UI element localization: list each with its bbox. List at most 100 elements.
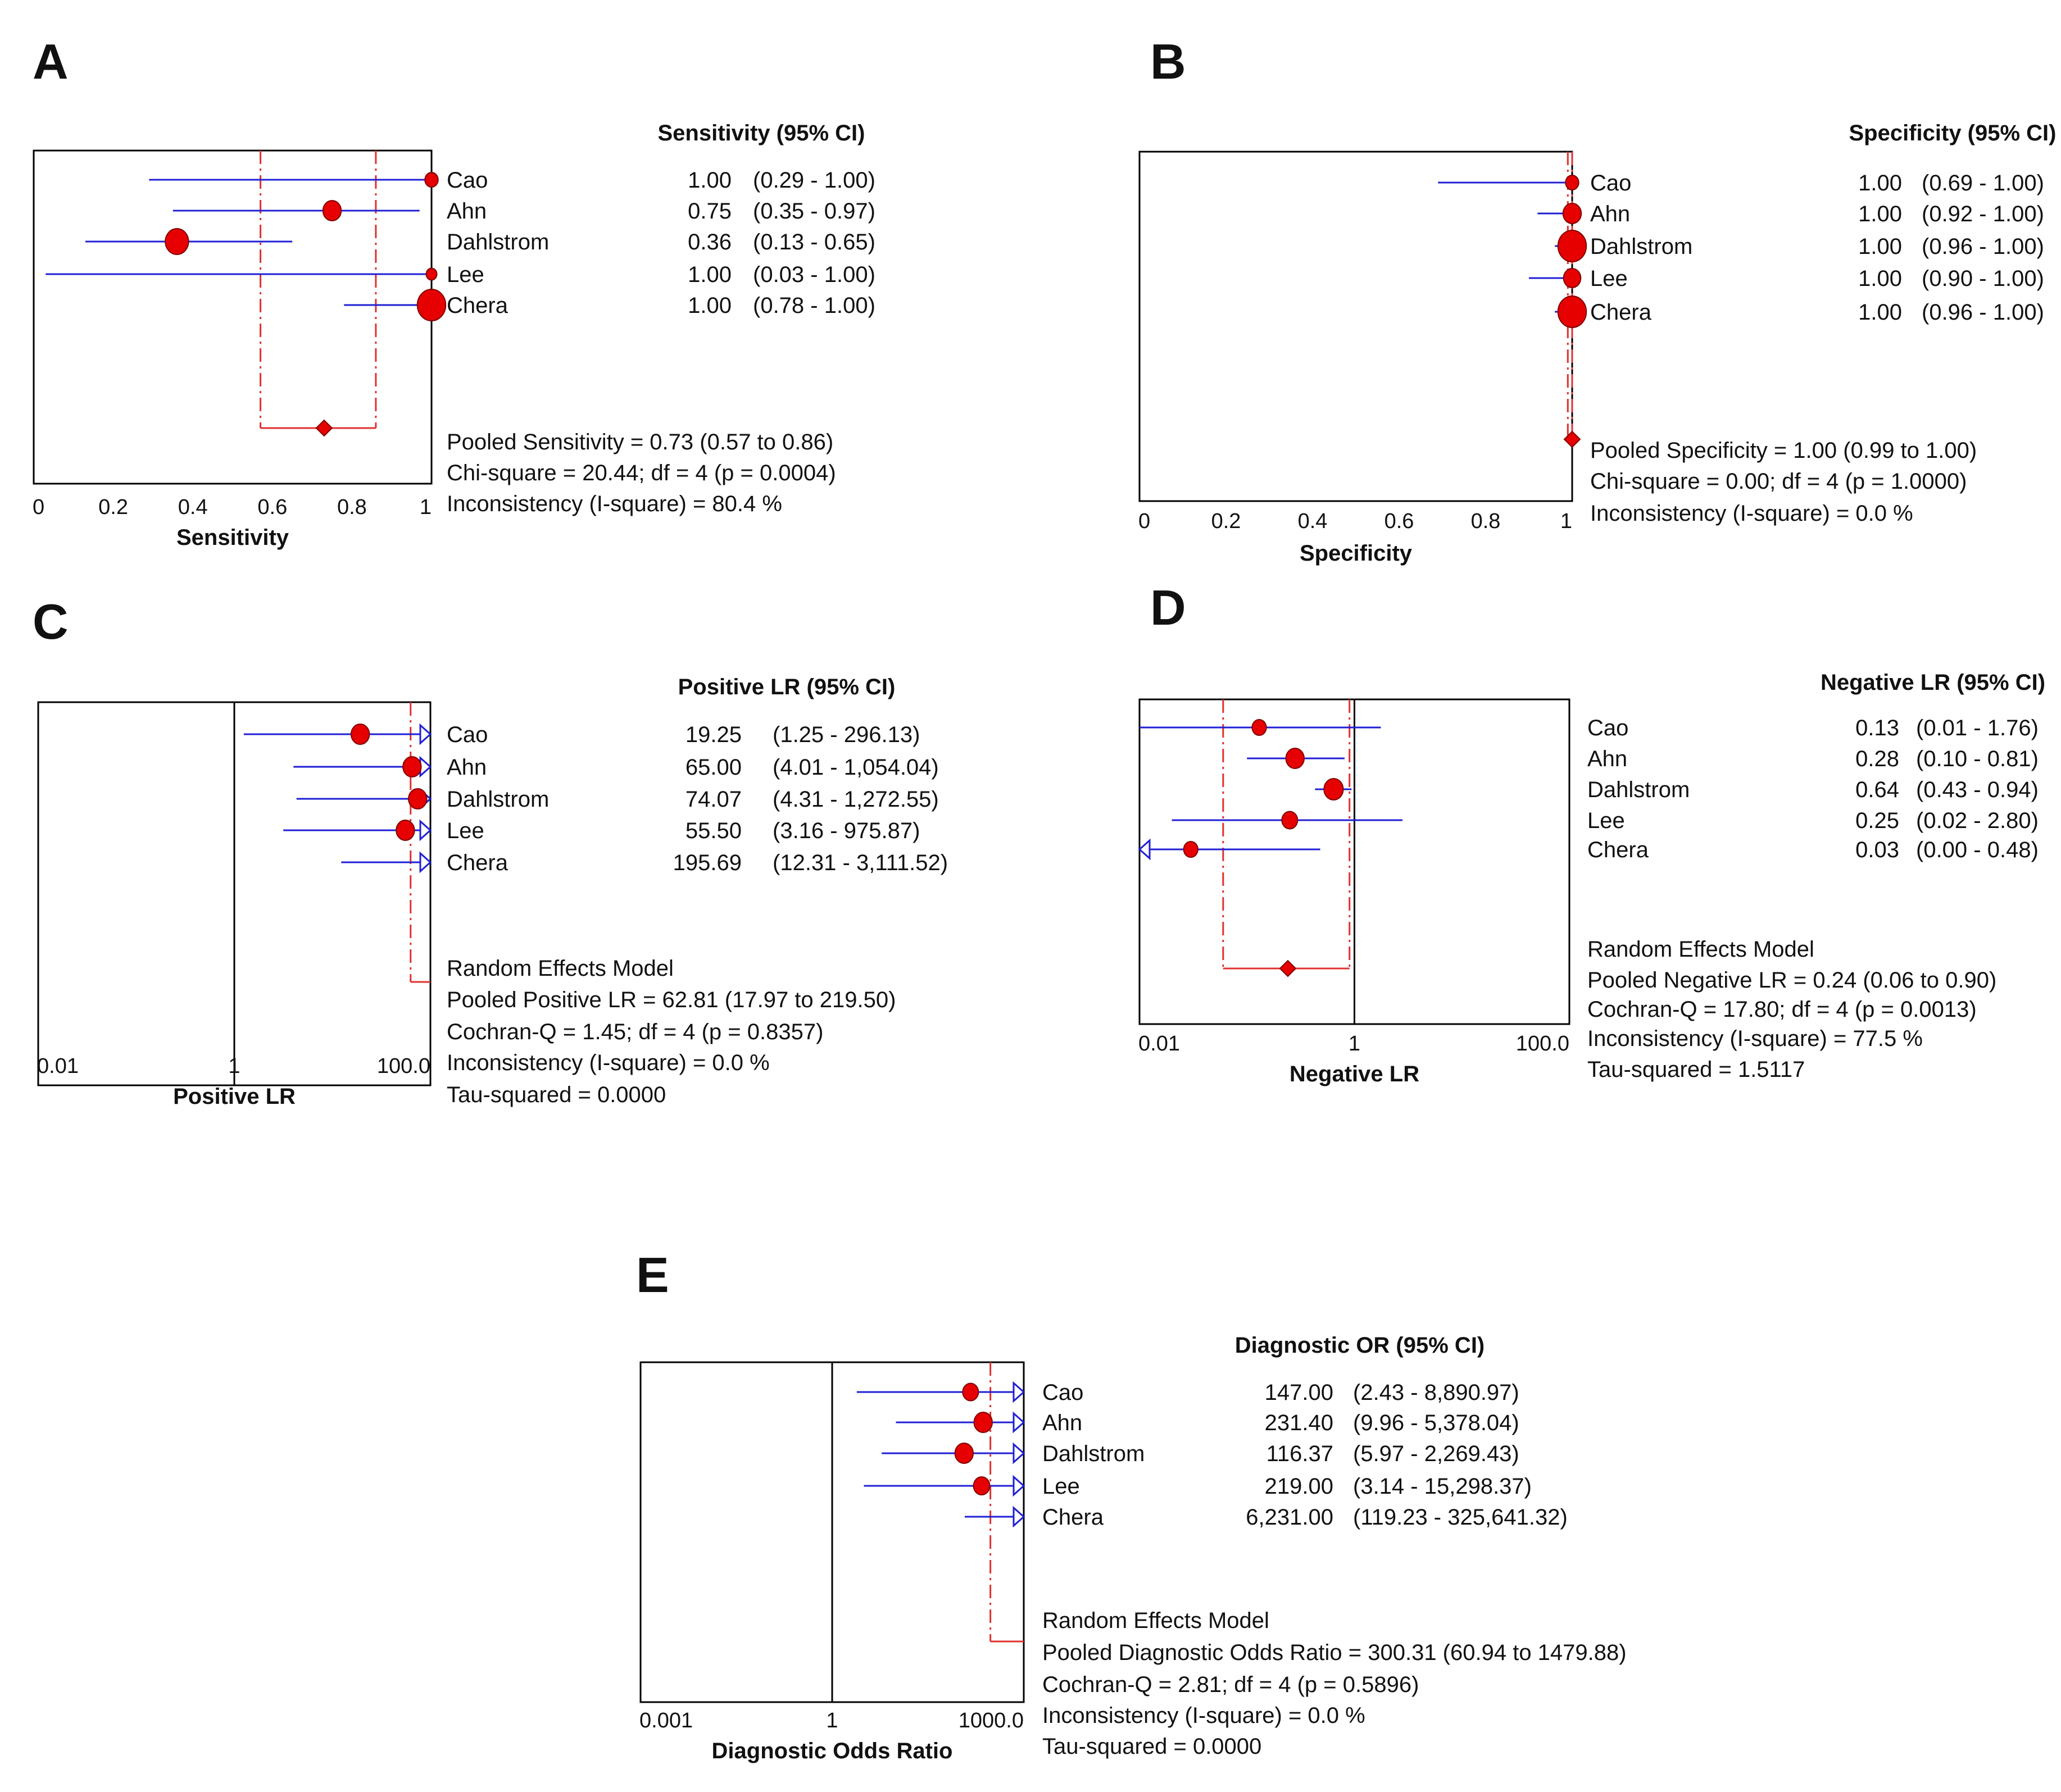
study-estimate-value: 74.07 xyxy=(686,787,742,812)
summary-statistic: Inconsistency (I-square) = 0.0 % xyxy=(447,1050,770,1075)
study-name: Dahlstrom xyxy=(1042,1441,1145,1466)
study-estimate-point xyxy=(402,756,422,777)
ci-truncation-arrow xyxy=(419,851,432,874)
pooled-estimate-diamond xyxy=(1279,959,1297,977)
study-ci-value: (0.78 - 1.00) xyxy=(753,293,875,318)
study-estimate-value: 6,231.00 xyxy=(1246,1505,1333,1530)
study-ci-value: (119.23 - 325,641.32) xyxy=(1353,1505,1568,1530)
study-estimate-value: 55.50 xyxy=(686,818,742,843)
study-name: Lee xyxy=(447,262,484,287)
study-estimate-point xyxy=(408,788,428,809)
study-estimate-point xyxy=(1251,719,1267,736)
x-tick-label: 0.8 xyxy=(1471,510,1501,533)
study-name: Dahlstrom xyxy=(1587,777,1690,802)
study-name: Chera xyxy=(1587,838,1649,862)
ci-truncation-arrow xyxy=(1013,1442,1025,1464)
study-estimate-point xyxy=(1557,230,1587,262)
study-ci-value: (3.14 - 15,298.37) xyxy=(1353,1474,1532,1499)
ci-column-header: Specificity (95% CI) xyxy=(1849,121,2056,145)
x-tick-label: 1 xyxy=(826,1709,838,1732)
study-estimate-value: 1.00 xyxy=(1858,266,1902,291)
ci-truncation-arrow xyxy=(1013,1475,1025,1497)
study-ci-value: (0.29 - 1.00) xyxy=(753,168,875,193)
study-name: Cao xyxy=(1587,716,1628,740)
study-ci-value: (5.97 - 2,269.43) xyxy=(1353,1441,1519,1466)
study-name: Lee xyxy=(1042,1474,1080,1499)
study-name: Lee xyxy=(447,818,484,843)
study-name: Chera xyxy=(1590,300,1652,325)
study-estimate-value: 1.00 xyxy=(688,293,732,318)
study-estimate-value: 0.36 xyxy=(688,230,732,254)
x-tick-label: 0 xyxy=(1138,510,1150,533)
study-estimate-value: 0.75 xyxy=(688,199,732,224)
study-ci-value: (0.13 - 0.65) xyxy=(753,230,875,254)
ci-column-header: Positive LR (95% CI) xyxy=(678,675,896,699)
panel-e: E Diagnostic OR (95% CI) Cao 147.00 (2.43 - … xyxy=(636,1247,1627,1763)
study-estimate-value: 0.64 xyxy=(1855,777,1899,802)
summary-statistic: Tau-squared = 0.0000 xyxy=(447,1083,666,1107)
study-ci-value: (0.01 - 1.76) xyxy=(1916,716,2039,740)
study-name: Dahlstrom xyxy=(447,230,549,254)
panel-letter: A xyxy=(33,34,69,89)
study-estimate-value: 65.00 xyxy=(686,755,742,780)
study-estimate-point xyxy=(1565,175,1579,190)
study-estimate-point xyxy=(962,1382,979,1402)
ci-truncation-arrow xyxy=(1013,1411,1025,1434)
study-ci-value: (0.90 - 1.00) xyxy=(1922,266,2044,291)
plot-frame xyxy=(33,149,433,485)
x-axis-label: Positive LR xyxy=(173,1084,296,1109)
panel-letter: E xyxy=(636,1247,669,1303)
summary-statistic: Inconsistency (I-square) = 77.5 % xyxy=(1587,1026,1923,1051)
study-name: Chera xyxy=(447,850,509,875)
x-tick-label: 1 xyxy=(1560,510,1572,533)
ci-column-header: Sensitivity (95% CI) xyxy=(657,121,865,145)
study-estimate-point xyxy=(973,1412,993,1433)
x-tick-label: 100.0 xyxy=(377,1054,430,1078)
x-tick-label: 0.8 xyxy=(337,495,367,519)
study-estimate-point xyxy=(425,267,438,281)
summary-statistic: Pooled Positive LR = 62.81 (17.97 to 219… xyxy=(447,988,896,1012)
study-estimate-value: 19.25 xyxy=(686,722,742,747)
study-name: Lee xyxy=(1590,266,1628,291)
study-estimate-point xyxy=(1285,748,1305,769)
plot-frame xyxy=(1138,151,1573,502)
ci-column-header: Diagnostic OR (95% CI) xyxy=(1235,1333,1485,1358)
x-tick-label: 0.6 xyxy=(1384,510,1414,533)
x-tick-label: 1000.0 xyxy=(959,1709,1024,1732)
study-ci-value: (0.00 - 0.48) xyxy=(1916,838,2039,862)
study-ci-value: (0.96 - 1.00) xyxy=(1922,300,2044,325)
ci-truncation-arrow xyxy=(419,756,432,778)
panel-letter: C xyxy=(33,594,69,649)
summary-statistic: Pooled Negative LR = 0.24 (0.06 to 0.90) xyxy=(1587,968,1996,993)
study-estimate-point xyxy=(954,1443,974,1464)
study-estimate-point xyxy=(973,1476,991,1495)
study-name: Chera xyxy=(447,293,509,318)
study-estimate-point xyxy=(424,172,439,188)
summary-statistic: Cochran-Q = 1.45; df = 4 (p = 0.8357) xyxy=(447,1020,823,1044)
study-estimate-value: 0.28 xyxy=(1855,747,1899,771)
study-estimate-value: 1.00 xyxy=(1858,202,1902,226)
study-ci-value: (0.69 - 1.00) xyxy=(1922,171,2044,195)
study-estimate-value: 0.03 xyxy=(1855,838,1899,862)
study-estimate-point xyxy=(416,289,447,321)
panel-letter: B xyxy=(1150,34,1186,89)
x-tick-label: 0.4 xyxy=(1298,510,1328,533)
pooled-estimate-diamond xyxy=(1563,430,1581,448)
summary-statistic: Random Effects Model xyxy=(1042,1608,1269,1633)
study-estimate-value: 1.00 xyxy=(688,262,732,287)
summary-statistic: Chi-square = 0.00; df = 4 (p = 1.0000) xyxy=(1590,469,1967,494)
study-estimate-value: 1.00 xyxy=(688,168,732,193)
ci-column-header: Negative LR (95% CI) xyxy=(1821,670,2045,695)
study-ci-value: (0.92 - 1.00) xyxy=(1922,202,2044,226)
ci-truncation-arrow xyxy=(1013,1381,1025,1403)
study-estimate-point xyxy=(1281,811,1299,830)
study-ci-value: (0.02 - 2.80) xyxy=(1916,808,2039,833)
summary-statistic: Cochran-Q = 2.81; df = 4 (p = 0.5896) xyxy=(1042,1672,1419,1697)
study-ci-value: (2.43 - 8,890.97) xyxy=(1353,1380,1519,1405)
study-ci-value: (0.43 - 0.94) xyxy=(1916,777,2039,802)
study-name: Cao xyxy=(1042,1380,1083,1405)
study-estimate-value: 1.00 xyxy=(1858,171,1902,195)
study-estimate-point xyxy=(1183,841,1199,858)
study-estimate-point xyxy=(1562,203,1582,224)
